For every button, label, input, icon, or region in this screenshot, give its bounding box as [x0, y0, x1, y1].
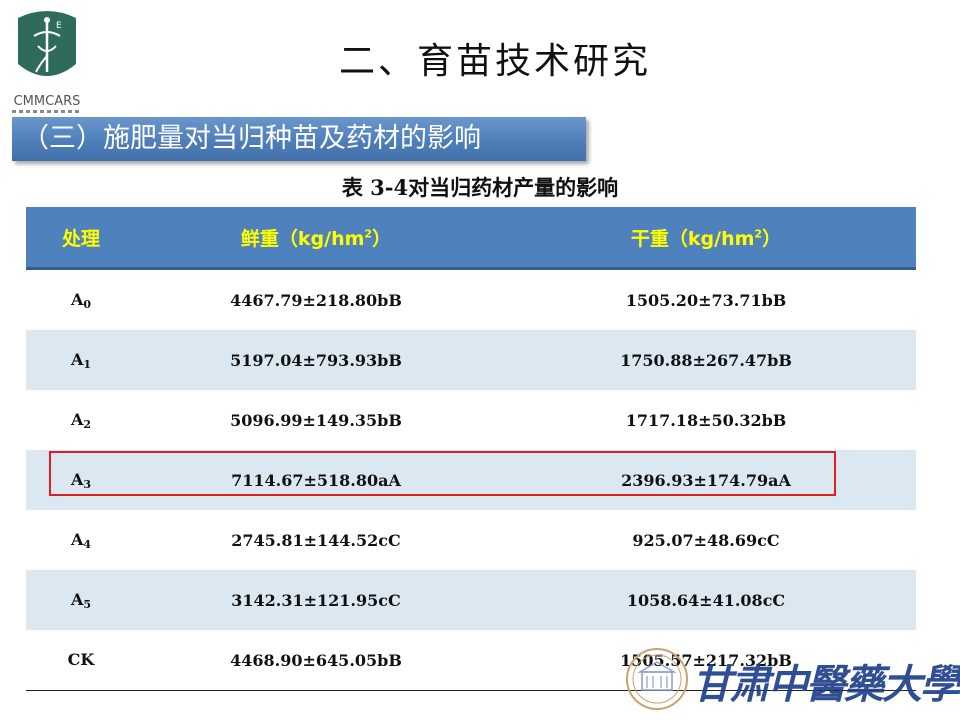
treatment-label: A — [70, 469, 84, 489]
treatment-cell: A0 — [26, 268, 136, 330]
treatment-subscript: 3 — [83, 477, 92, 491]
treatment-subscript: 1 — [83, 357, 92, 371]
treatment-subscript: 4 — [83, 537, 92, 551]
treatment-label: A — [70, 289, 84, 309]
cmmcars-emblem-icon: E — [18, 11, 76, 76]
university-emblem-icon — [626, 648, 688, 710]
fresh-weight-cell: 3142.31±121.95cC — [136, 570, 496, 630]
treatment-cell: A5 — [26, 570, 136, 630]
treatment-label: A — [70, 409, 84, 429]
dry-weight-cell: 925.07±48.69cC — [496, 510, 916, 570]
dry-weight-cell: 1750.88±267.47bB — [496, 330, 916, 390]
fresh-weight-cell: 2745.81±144.52cC — [136, 510, 496, 570]
treatment-label: A — [70, 529, 84, 549]
treatment-subscript: 2 — [83, 417, 92, 431]
treatment-subscript: 0 — [83, 297, 92, 311]
treatment-label: A — [70, 589, 84, 609]
cmmcars-logo: E CMMCARS — [6, 6, 84, 116]
fresh-weight-cell: 5197.04±793.93bB — [136, 330, 496, 390]
header-dry-sup: 2 — [754, 227, 763, 241]
header-treatment-label: 处理 — [61, 227, 100, 250]
header-treatment: 处理 — [26, 207, 136, 270]
fresh-weight-cell: 7114.67±518.80aA — [136, 450, 496, 510]
treatment-label: A — [70, 349, 84, 369]
table-row: A0 4467.79±218.80bB 1505.20±73.71bB — [26, 268, 916, 330]
header-fresh-close: ） — [372, 227, 392, 250]
treatment-cell: A4 — [26, 510, 136, 570]
table-row: A1 5197.04±793.93bB 1750.88±267.47bB — [26, 330, 916, 390]
treatment-subscript: 5 — [83, 597, 92, 611]
logo-text: CMMCARS — [13, 94, 81, 109]
dry-weight-cell: 1505.57±217.32bB — [496, 630, 916, 691]
treatment-label: CK — [67, 649, 95, 669]
table-row: A4 2745.81±144.52cC 925.07±48.69cC — [26, 510, 916, 570]
dry-weight-cell: 1058.64±41.08cC — [496, 570, 916, 630]
header-dry-close: ） — [762, 227, 782, 250]
header-fresh-label: 鲜重（kg/hm — [240, 227, 365, 250]
table-row: CK 4468.90±645.05bB 1505.57±217.32bB — [26, 630, 916, 691]
table-caption: 表 3-4对当归药材产量的影响 — [341, 175, 619, 200]
treatment-cell: A1 — [26, 330, 136, 390]
treatment-cell: A2 — [26, 390, 136, 450]
header-dry-weight: 干重（kg/hm2） — [496, 207, 916, 270]
fresh-weight-cell: 5096.99±149.35bB — [136, 390, 496, 450]
yield-table: 处理 鲜重（kg/hm2） 干重（kg/hm2） A0 4467.79±218.… — [26, 207, 916, 691]
header-fresh-weight: 鲜重（kg/hm2） — [136, 207, 496, 270]
slide-title: 二、育苗技术研究 — [338, 41, 651, 82]
dry-weight-cell: 2396.93±174.79aA — [496, 450, 916, 510]
dry-weight-cell: 1717.18±50.32bB — [496, 390, 916, 450]
logo-subtitle-line — [12, 110, 82, 113]
fresh-weight-cell: 4467.79±218.80bB — [136, 268, 496, 330]
table-row: A5 3142.31±121.95cC 1058.64±41.08cC — [26, 570, 916, 630]
section-heading: （三）施肥量对当归种苗及药材的影响 — [12, 117, 586, 161]
table-row: A2 5096.99±149.35bB 1717.18±50.32bB — [26, 390, 916, 450]
treatment-cell: CK — [26, 630, 136, 691]
university-name: 甘肃中醫藥大學 — [692, 661, 960, 708]
table-row: A3 7114.67±518.80aA 2396.93±174.79aA — [26, 450, 916, 510]
header-fresh-sup: 2 — [364, 227, 373, 241]
header-dry-label: 干重（kg/hm — [630, 227, 755, 250]
treatment-cell: A3 — [26, 450, 136, 510]
table-header-row: 处理 鲜重（kg/hm2） 干重（kg/hm2） — [26, 207, 916, 270]
svg-text:E: E — [56, 21, 62, 31]
dry-weight-cell: 1505.20±73.71bB — [496, 268, 916, 330]
fresh-weight-cell: 4468.90±645.05bB — [136, 630, 496, 691]
